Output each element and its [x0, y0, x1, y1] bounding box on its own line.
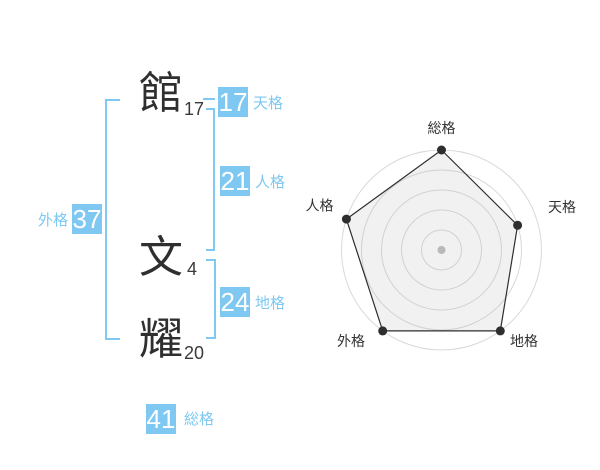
radar-series-polygon — [345, 149, 519, 332]
jinkaku-value-badge: 21 — [220, 166, 250, 196]
given-name-stroke-count-2: 20 — [184, 343, 205, 363]
tenkaku-label: 天格 — [253, 95, 284, 112]
radar-grid-ring — [381, 189, 502, 311]
radar-data-point — [513, 220, 523, 230]
radar-axis-label: 天格 — [548, 199, 576, 215]
soukaku-value-badge: 41 — [146, 404, 176, 434]
radar-grid-ring — [361, 169, 522, 331]
surname-stroke-count: 17 — [184, 99, 205, 119]
gaikaku-label: 外格 — [38, 212, 69, 229]
gaikaku-value-badge: 37 — [72, 204, 102, 234]
radar-axis-label: 人格 — [306, 198, 334, 214]
given-name-character-1: 文 — [139, 233, 183, 282]
radar-center-dot — [437, 246, 446, 254]
gaikaku-bracket — [105, 99, 120, 340]
chikaku-value-badge: 24 — [220, 287, 250, 317]
chikaku-label: 地格 — [255, 295, 286, 312]
radar-data-point — [378, 326, 388, 336]
tenkaku-tick — [203, 98, 215, 100]
given-name-stroke-count-1: 4 — [187, 259, 198, 279]
radar-axis-label: 総格 — [428, 120, 456, 136]
given-name-character-2: 耀 — [139, 315, 183, 364]
surname-character: 館 — [139, 69, 183, 118]
radar-grid-ring — [421, 229, 462, 271]
radar-axis-label: 外格 — [337, 333, 365, 349]
tenkaku-value-badge: 17 — [218, 87, 248, 117]
radar-data-point — [341, 214, 351, 224]
radar-grid-ring — [401, 209, 482, 291]
radar-data-point — [495, 326, 505, 336]
radar-axis-label: 地格 — [510, 333, 538, 349]
radar-data-point — [437, 145, 446, 155]
chikaku-bracket — [206, 259, 216, 339]
jinkaku-bracket — [206, 108, 215, 251]
jinkaku-label: 人格 — [255, 174, 286, 191]
soukaku-label: 総格 — [184, 411, 215, 428]
